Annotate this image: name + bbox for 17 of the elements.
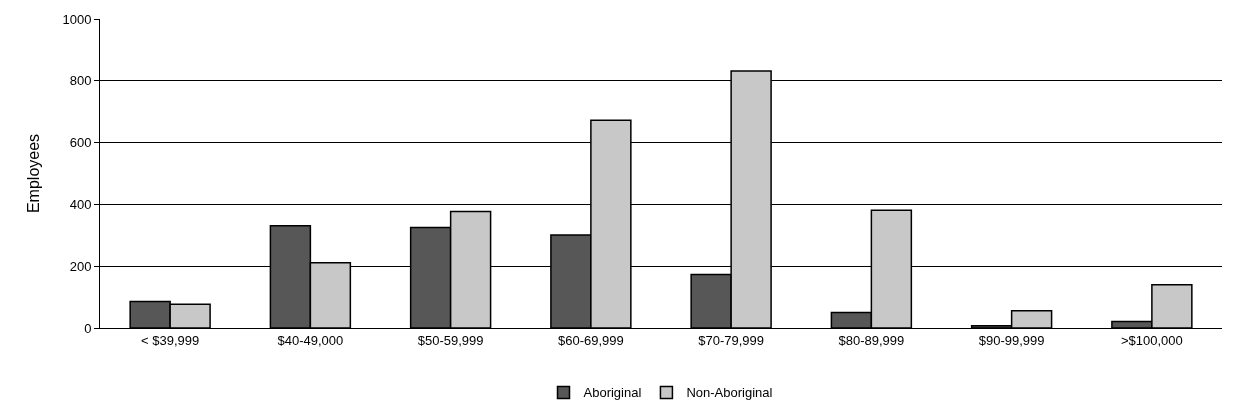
y-tick-label: 400 [69, 196, 92, 212]
y-tick-label: 200 [69, 258, 92, 274]
legend-label: Aboriginal [583, 385, 642, 401]
x-tick-label: $70-79,999 [698, 332, 765, 348]
x-tick-label: >$100,000 [1120, 332, 1183, 348]
y-axis-title: Employees [25, 133, 43, 214]
y-tick-label: 0 [84, 320, 92, 336]
x-tick-label: < $39,999 [141, 332, 200, 348]
y-tick-label: 600 [69, 135, 92, 151]
x-tick-label: $90-99,999 [978, 332, 1045, 348]
x-tick-label: $80-89,999 [838, 332, 905, 348]
legend-label: Non-Aboriginal [686, 385, 773, 401]
x-tick-label: $50-59,999 [417, 332, 484, 348]
x-tick-label: $60-69,999 [557, 332, 624, 348]
y-tick-label: 1000 [62, 11, 92, 27]
y-tick-label: 800 [69, 73, 92, 89]
x-tick-label: $40-49,000 [277, 332, 344, 348]
